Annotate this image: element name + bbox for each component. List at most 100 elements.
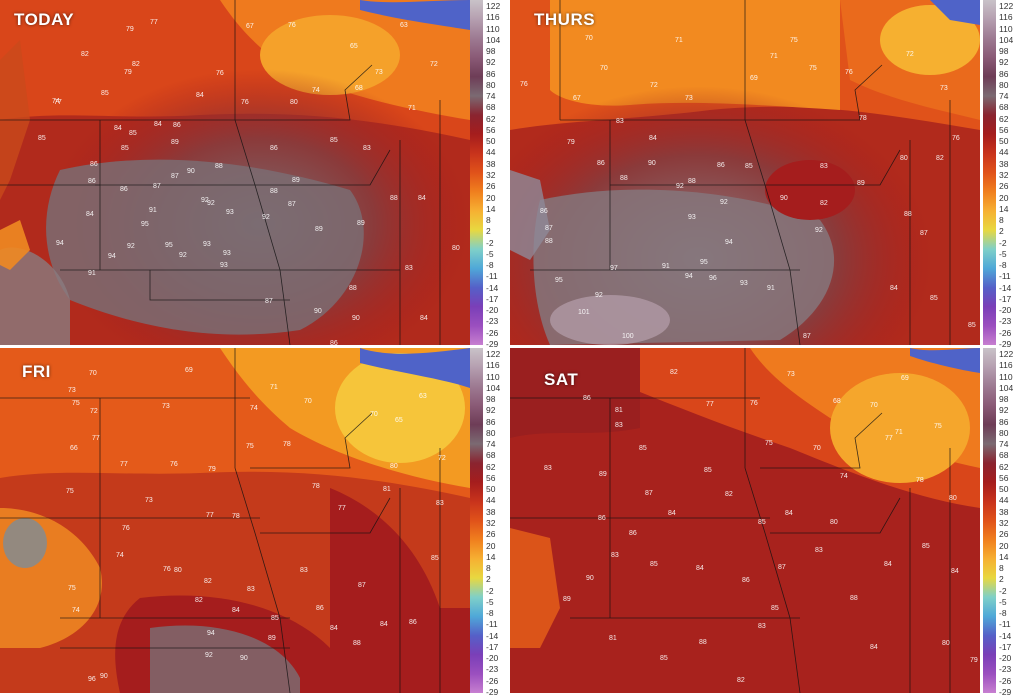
station-temperature: 83 [544, 465, 552, 472]
station-temperature: 69 [901, 375, 909, 382]
colorbar-tick-label: -26 [486, 327, 499, 338]
colorbar-tick-label: -26 [486, 675, 499, 686]
colorbar-tick-label: 38 [486, 506, 496, 517]
colorbar-tick-label: 74 [486, 439, 496, 450]
station-temperature: 89 [857, 180, 865, 187]
station-temperature: 65 [350, 43, 358, 50]
colorbar-ticks-bottom-left: 122 116 110 104 98 92 86 80 74 68 62 56 50 44 38 32 26 20… [484, 348, 510, 696]
station-temperature: 89 [315, 226, 323, 233]
colorbar-tick-label: -29 [999, 339, 1012, 349]
colorbar-tick-label: 8 [486, 215, 491, 226]
colorbar-tick-label: 38 [999, 158, 1009, 169]
station-temperature: 76 [241, 99, 249, 106]
station-temperature: 81 [609, 635, 617, 642]
colorbar-tick-label: 62 [486, 113, 496, 124]
station-temperature: 83 [615, 422, 623, 429]
colorbar-tick-label: 8 [486, 563, 491, 574]
station-temperature: 85 [101, 90, 109, 97]
station-temperature: 95 [165, 242, 173, 249]
colorbar-tick-label: 62 [486, 461, 496, 472]
station-temperature: 94 [207, 630, 215, 637]
station-temperature: 82 [737, 677, 745, 684]
station-temperature: 95 [700, 259, 708, 266]
station-temperature: 82 [81, 51, 89, 58]
station-temperature: 84 [884, 561, 892, 568]
station-temperature: 84 [86, 211, 94, 218]
station-temperature: 75 [68, 585, 76, 592]
station-temperature: 84 [154, 121, 162, 128]
station-temperature: 80 [452, 245, 460, 252]
colorbar-tick-label: 86 [486, 416, 496, 427]
colorbar-tick-label: 110 [486, 371, 500, 382]
station-temperature: 85 [660, 655, 668, 662]
colorbar-tick-label: -5 [486, 248, 494, 259]
station-temperature: 85 [930, 295, 938, 302]
colorbar-tick-label: -8 [486, 260, 494, 271]
colorbar-strip-top-right [983, 0, 996, 345]
colorbar-tick-label: 74 [999, 439, 1009, 450]
station-temperature: 75 [72, 400, 80, 407]
station-temperature: 82 [195, 597, 203, 604]
station-temperature: 78 [312, 483, 320, 490]
colorbar-tick-label: -11 [999, 271, 1011, 282]
colorbar-tick-label: 68 [486, 450, 496, 461]
station-temperature: 83 [815, 547, 823, 554]
station-temperature: 63 [400, 22, 408, 29]
station-temperature: 75 [790, 37, 798, 44]
station-temperature: 88 [545, 238, 553, 245]
station-temperature: 84 [890, 285, 898, 292]
station-temperature: 92 [179, 252, 187, 259]
colorbar-tick-label: 2 [486, 574, 491, 585]
station-temperature: 93 [688, 214, 696, 221]
station-temperature: 86 [409, 619, 417, 626]
map-panel-sat: 86 82 81 77 83 85 83 89 87 84 85 82 85 84 86 86 83 90 89 85… [510, 348, 980, 693]
station-temperature: 71 [408, 105, 416, 112]
station-temperature: 76 [122, 525, 130, 532]
station-temperature: 74 [72, 607, 80, 614]
station-temperature: 85 [129, 130, 137, 137]
colorbar-tick-label: 74 [486, 91, 496, 102]
station-temperature: 85 [771, 605, 779, 612]
colorbar-tick-label: 62 [999, 113, 1009, 124]
station-temperature: 79 [970, 657, 978, 664]
colorbar-tick-label: 14 [486, 551, 496, 562]
station-temperature: 92 [676, 183, 684, 190]
colorbar-tick-label: 92 [486, 57, 496, 68]
colorbar-tick-label: -23 [999, 316, 1012, 327]
station-temperature: 96 [88, 676, 96, 683]
station-temperature: 86 [540, 208, 548, 215]
station-temperature: 91 [149, 207, 157, 214]
station-temperature: 87 [778, 564, 786, 571]
station-temperature: 93 [223, 250, 231, 257]
station-temperature: 73 [68, 387, 76, 394]
colorbar-tick-label: 68 [486, 102, 496, 113]
colorbar-tick-label: -20 [486, 653, 499, 664]
colorbar-tick-label: -8 [999, 608, 1007, 619]
station-temperature: 101 [578, 309, 590, 316]
colorbar-tick-label: -14 [486, 630, 499, 641]
station-temperature: 84 [951, 568, 959, 575]
colorbar-ticks-top-left: 122 116 110 104 98 92 86 80 74 68 62 56 50 44 38 32 26 20… [484, 0, 510, 348]
station-temperature: 90 [648, 160, 656, 167]
station-temperature: 78 [283, 441, 291, 448]
station-temperature: 87 [803, 333, 811, 340]
station-temperature: 86 [88, 178, 96, 185]
colorbar-tick-label: 110 [486, 23, 500, 34]
station-temperature: 91 [767, 285, 775, 292]
station-temperature: 92 [262, 214, 270, 221]
colorbar-tick-label: -17 [999, 641, 1012, 652]
day-label-sat: SAT [544, 370, 579, 389]
station-temperature: 86 [270, 145, 278, 152]
station-temperature: 80 [390, 463, 398, 470]
station-temperature: 86 [629, 530, 637, 537]
station-temperature: 89 [357, 220, 365, 227]
colorbar-tick-label: -23 [999, 664, 1012, 675]
colorbar-tick-label: -20 [999, 305, 1012, 316]
station-temperature: 75 [765, 440, 773, 447]
colorbar-tick-label: 104 [486, 382, 501, 393]
station-temperature: 86 [316, 605, 324, 612]
station-temperature: 88 [353, 640, 361, 647]
station-temperature: 94 [725, 239, 733, 246]
station-temperature: 83 [363, 145, 371, 152]
